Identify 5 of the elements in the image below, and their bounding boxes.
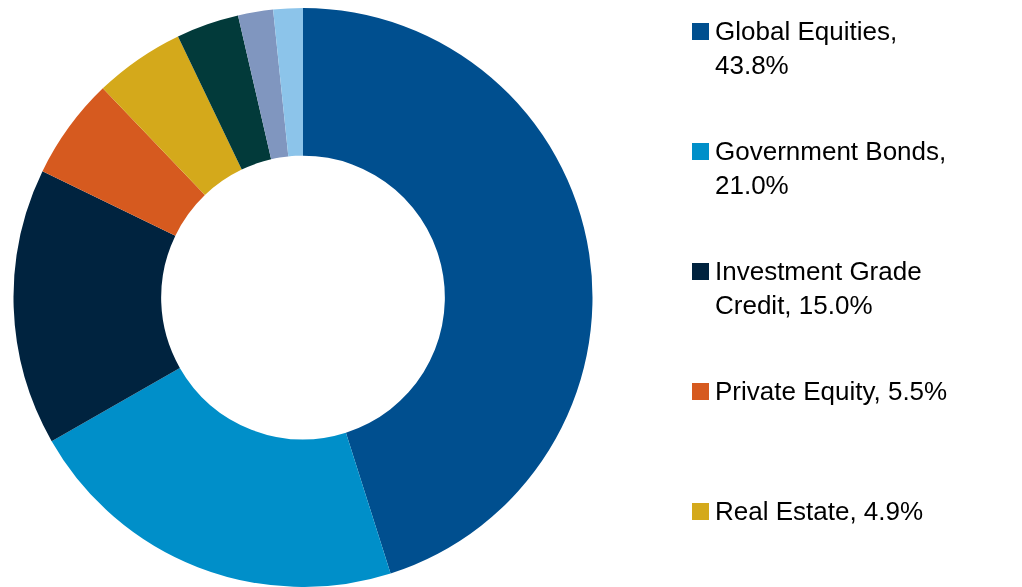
legend-label: Global Equities, 43.8% bbox=[715, 15, 898, 82]
legend-label: Investment Grade Credit, 15.0% bbox=[715, 255, 922, 322]
legend-label: Real Estate, 4.9% bbox=[715, 495, 924, 528]
legend-label: Government Bonds, 21.0% bbox=[715, 135, 947, 202]
legend-label: Private Equity, 5.5% bbox=[715, 375, 948, 408]
